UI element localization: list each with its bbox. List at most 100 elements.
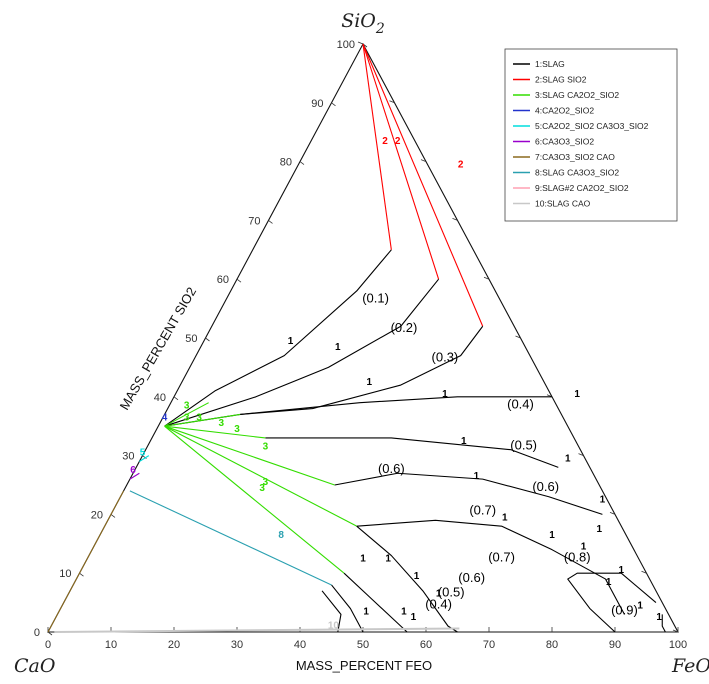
- curve-number-label: 3: [263, 477, 269, 488]
- left-tick-label: 70: [248, 215, 260, 227]
- curve-number-label: 1: [436, 589, 442, 600]
- phase-curve-2: [362, 43, 440, 280]
- curve-number-label: 1: [411, 612, 417, 623]
- legend-label: 1:SLAG: [535, 59, 565, 69]
- legend-label: 6:CA3O3_SIO2: [535, 137, 594, 147]
- curve-number-label: 3: [234, 424, 240, 435]
- curve-number-label: 1: [367, 377, 373, 388]
- legend-label: 5:CA2O2_SIO2 CA3O3_SIO2: [535, 121, 649, 131]
- bottom-tick-label: 60: [420, 639, 432, 651]
- phase-curve-8: [129, 490, 332, 586]
- apex-label-left: CaO: [14, 655, 56, 677]
- phase-curve-1: [356, 525, 458, 633]
- phase-curve-5: [139, 455, 150, 462]
- phase-curve-1: [265, 437, 559, 468]
- bottom-tick-label: 70: [483, 639, 495, 651]
- activity-label: (0.6): [378, 461, 405, 476]
- bottom-tick-label: 90: [609, 639, 621, 651]
- curve-number-label: 10: [328, 620, 340, 631]
- activity-label: (0.4): [507, 397, 534, 412]
- legend-label: 10:SLAG CAO: [535, 199, 591, 209]
- curve-number-label: 1: [581, 542, 587, 553]
- activity-label: (0.6): [532, 479, 559, 494]
- activity-label: (0.6): [458, 570, 485, 585]
- curve-number-label: 1: [360, 553, 366, 564]
- phase-curve-3: [164, 425, 345, 574]
- right-tick-mark: [420, 159, 427, 162]
- left-tick-label: 30: [122, 451, 134, 463]
- right-tick-mark: [483, 276, 490, 280]
- curve-number-label: 3: [259, 483, 265, 494]
- curve-number-label: 4: [162, 412, 168, 423]
- phase-curve-1: [343, 572, 408, 633]
- phase-curve-1: [164, 278, 440, 427]
- activity-label: (0.5): [438, 585, 465, 600]
- left-tick-label: 0: [34, 627, 40, 639]
- left-tick-mark: [299, 161, 305, 165]
- phase-curve-1: [567, 572, 657, 633]
- phase-curve-1: [164, 249, 392, 427]
- curve-number-label: 1: [600, 495, 606, 506]
- left-tick-label: 20: [91, 509, 103, 521]
- tick-marks: 00 10 10 20 20 30 30 40 40 50 50 60 60 70 70 80 80 90 90 10…: [34, 39, 687, 651]
- phase-curve-3: [164, 425, 335, 486]
- left-tick-mark: [173, 396, 179, 401]
- curve-number-label: 3: [196, 412, 202, 423]
- left-tick-label: 60: [217, 274, 229, 286]
- legend-label: 8:SLAG CA3O3_SIO2: [535, 168, 619, 178]
- curve-number-label: 3: [184, 412, 190, 423]
- curve-number-label: 8: [278, 530, 284, 541]
- left-tick-label: 50: [185, 333, 197, 345]
- bottom-tick-label: 10: [105, 639, 117, 651]
- phase-curve-1: [661, 614, 666, 633]
- left-tick-label: 100: [337, 39, 355, 51]
- curve-number-label: 5: [140, 448, 146, 459]
- phase-curve-1: [240, 396, 552, 415]
- curve-number-label: 1: [335, 342, 341, 353]
- left-tick-mark: [110, 514, 116, 518]
- right-tick-mark: [452, 218, 458, 221]
- legend-label: 4:CA2O2_SIO2: [535, 106, 594, 116]
- legend-label: 2:SLAG SIO2: [535, 75, 587, 85]
- curve-number-label: 1: [596, 524, 602, 535]
- curve-number-label: 3: [218, 418, 224, 429]
- phase-curve-7: [47, 490, 125, 633]
- bottom-tick-label: 80: [546, 639, 558, 651]
- phase-curve-3: [164, 425, 266, 439]
- curve-number-label: 1: [363, 606, 369, 617]
- left-tick-mark: [205, 337, 210, 342]
- activity-label: (0.9): [611, 602, 638, 617]
- curve-number-label: 1: [606, 577, 612, 588]
- curve-number-label: 1: [574, 389, 580, 400]
- curve-number-label: 3: [263, 442, 269, 453]
- curve-number-label: 1: [502, 512, 508, 523]
- right-tick-mark: [389, 100, 395, 104]
- left-tick-mark: [142, 455, 147, 459]
- curve-number-label: 1: [288, 336, 294, 347]
- phase-curve-1: [356, 519, 625, 615]
- bottom-axis-title: MASS_PERCENT FEO: [296, 658, 432, 673]
- left-tick-mark: [331, 102, 336, 107]
- left-tick-mark: [79, 572, 84, 577]
- phase-curves: [47, 43, 666, 633]
- right-tick-mark: [641, 570, 647, 574]
- phase-curve-1: [334, 472, 603, 515]
- apex-label-right: FeO: [671, 655, 709, 677]
- legend-label: 9:SLAG#2 CA2O2_SIO2: [535, 183, 629, 193]
- curve-number-label: 1: [565, 453, 571, 464]
- phase-curve-3: [164, 413, 241, 427]
- activity-label: (0.4): [425, 596, 452, 611]
- curve-number-label: 1: [442, 389, 448, 400]
- left-tick-label: 10: [59, 568, 71, 580]
- curve-number-label: 1: [401, 606, 407, 617]
- curve-number-label: 1: [385, 553, 391, 564]
- activity-label: (0.1): [362, 291, 389, 306]
- legend-label: 7:CA3O3_SIO2 CAO: [535, 152, 615, 162]
- left-tick-mark: [236, 278, 242, 283]
- right-tick-mark: [357, 41, 364, 45]
- curve-number-label: 3: [184, 401, 190, 412]
- bottom-tick-label: 0: [45, 639, 51, 651]
- left-tick-label: 90: [311, 98, 323, 110]
- left-tick-label: 80: [280, 157, 292, 169]
